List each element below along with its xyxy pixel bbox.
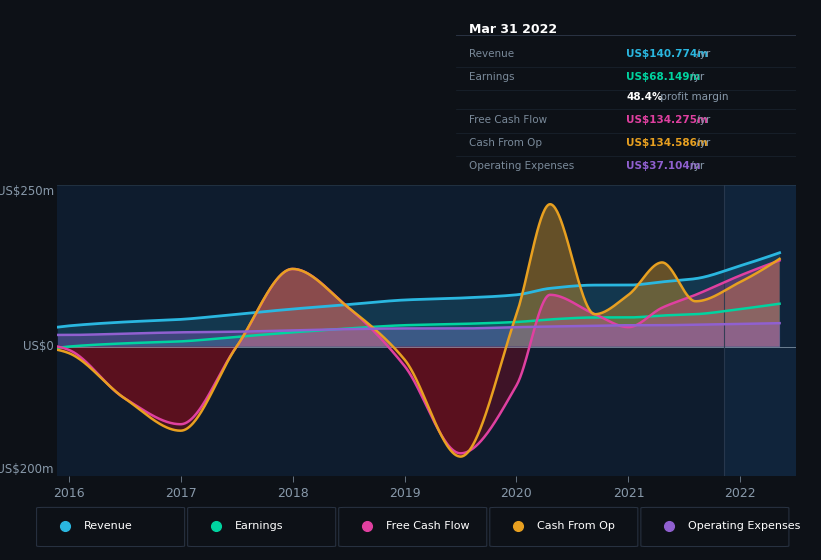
Text: Cash From Op: Cash From Op [538, 521, 615, 531]
Text: US$134.275m: US$134.275m [626, 115, 708, 125]
Text: /yr: /yr [687, 72, 704, 82]
Text: US$37.104m: US$37.104m [626, 161, 700, 171]
Text: US$134.586m: US$134.586m [626, 138, 708, 148]
Text: Operating Expenses: Operating Expenses [689, 521, 800, 531]
Text: US$0: US$0 [23, 340, 54, 353]
Text: -US$200m: -US$200m [0, 463, 54, 476]
Text: US$140.774m: US$140.774m [626, 49, 709, 59]
Text: Earnings: Earnings [236, 521, 284, 531]
Text: profit margin: profit margin [657, 92, 728, 102]
Text: Earnings: Earnings [470, 72, 515, 82]
Text: /yr: /yr [694, 138, 711, 148]
Text: Free Cash Flow: Free Cash Flow [387, 521, 470, 531]
Text: Revenue: Revenue [85, 521, 133, 531]
Text: /yr: /yr [694, 115, 711, 125]
Bar [723, 185, 796, 476]
Text: US$68.149m: US$68.149m [626, 72, 700, 82]
Text: Revenue: Revenue [470, 49, 515, 59]
Text: 48.4%: 48.4% [626, 92, 663, 102]
Text: Cash From Op: Cash From Op [470, 138, 543, 148]
Text: Free Cash Flow: Free Cash Flow [470, 115, 548, 125]
Text: /yr: /yr [687, 161, 704, 171]
Text: /yr: /yr [694, 49, 711, 59]
Text: Operating Expenses: Operating Expenses [470, 161, 575, 171]
Text: Mar 31 2022: Mar 31 2022 [470, 23, 557, 36]
Text: US$250m: US$250m [0, 185, 54, 198]
